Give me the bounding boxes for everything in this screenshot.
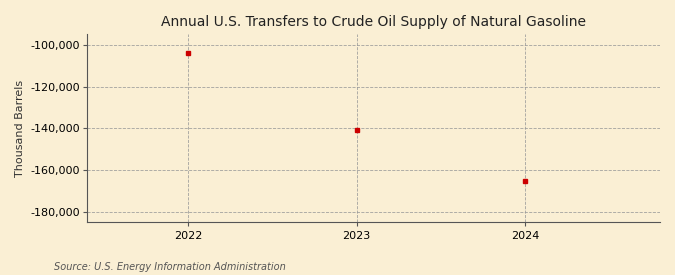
Y-axis label: Thousand Barrels: Thousand Barrels (15, 80, 25, 177)
Title: Annual U.S. Transfers to Crude Oil Supply of Natural Gasoline: Annual U.S. Transfers to Crude Oil Suppl… (161, 15, 586, 29)
Text: Source: U.S. Energy Information Administration: Source: U.S. Energy Information Administ… (54, 262, 286, 272)
